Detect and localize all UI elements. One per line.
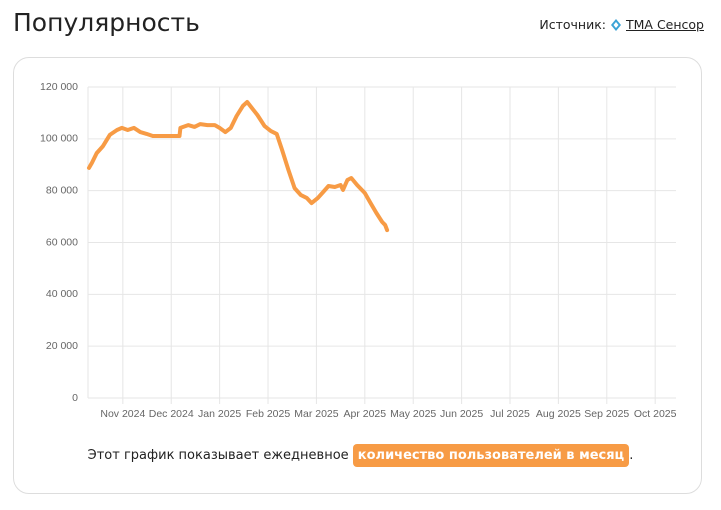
footer: Этот график показывает ежедневное количе…: [0, 444, 721, 467]
y-tick-label: 120 000: [40, 81, 78, 93]
source-link[interactable]: TMA Сенсор: [626, 17, 704, 32]
footer-text: Этот график показывает ежедневное: [87, 448, 349, 463]
page-title: Популярность: [13, 8, 200, 37]
x-tick-label: Aug 2025: [536, 408, 581, 420]
source-label: Источник:: [539, 17, 606, 32]
series-line: [87, 100, 390, 233]
x-tick-label: May 2025: [390, 408, 436, 420]
x-tick-label: Jun 2025: [440, 408, 483, 420]
y-tick-label: 100 000: [40, 133, 78, 145]
x-tick-label: Oct 2025: [634, 408, 677, 420]
y-tick-label: 20 000: [46, 340, 78, 352]
footer-highlight: количество пользователей в месяц: [352, 444, 630, 467]
x-tick-label: Jan 2025: [198, 408, 241, 420]
chart: 0 20 000 40 000 60 000 80 000 100 000 120 000 N…: [40, 81, 677, 420]
x-tick-label: Apr 2025: [344, 408, 387, 420]
x-tick-label: Nov 2024: [100, 408, 145, 420]
source: Источник: TMA Сенсор: [539, 17, 704, 32]
x-tick-label: Feb 2025: [246, 408, 291, 420]
y-tick-label: 0: [72, 392, 78, 404]
footer-end: .: [629, 448, 634, 463]
x-tick-label: Sep 2025: [584, 408, 629, 420]
x-tick-label: Jul 2025: [490, 408, 530, 420]
y-tick-label: 60 000: [46, 236, 78, 248]
x-tick-label: Mar 2025: [294, 408, 339, 420]
source-icon: [611, 18, 621, 31]
chart-card: [13, 57, 702, 494]
y-tick-label: 40 000: [46, 288, 78, 300]
x-tick-label: Dec 2024: [149, 408, 194, 420]
y-tick-label: 80 000: [46, 184, 78, 196]
